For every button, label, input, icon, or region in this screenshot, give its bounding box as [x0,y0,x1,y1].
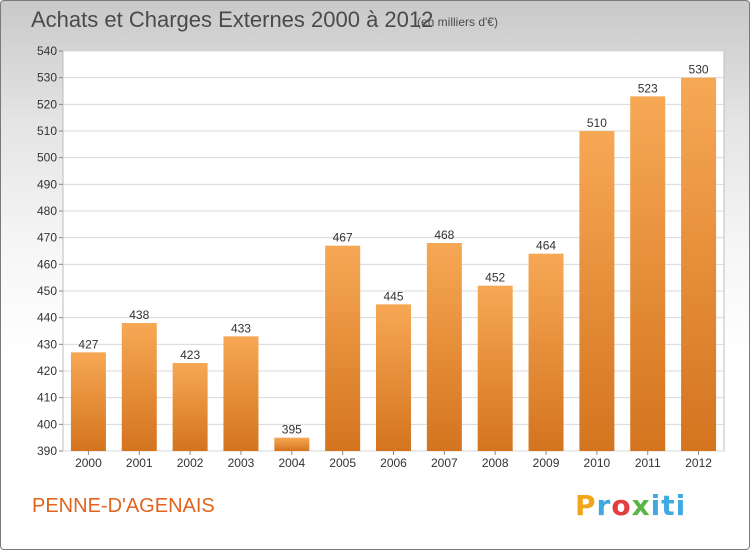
data-label: 433 [231,321,251,335]
x-tick-label: 2003 [228,456,255,470]
y-tick-label: 480 [37,204,57,218]
bar [630,96,666,451]
bar [528,253,564,451]
x-tick-label: 2007 [431,456,458,470]
data-label: 530 [689,63,709,77]
bar [376,304,411,451]
data-label: 452 [485,271,505,285]
y-tick-label: 400 [37,417,57,431]
bar [172,363,208,451]
bar [223,336,259,451]
data-label: 468 [434,228,454,242]
data-label: 395 [282,423,302,437]
bar [121,323,157,451]
commune-name: PENNE-D'AGENAIS [32,495,215,517]
data-label: 423 [180,348,200,362]
bar [274,437,310,451]
x-tick-label: 2010 [584,456,611,470]
data-label: 467 [333,231,353,245]
y-tick-label: 440 [37,311,57,325]
y-tick-label: 460 [37,257,57,271]
x-tick-label: 2009 [533,456,560,470]
bar [579,131,615,451]
y-tick-label: 430 [37,337,57,351]
y-tick-label: 530 [37,71,57,85]
bar [70,352,106,451]
x-tick-label: 2012 [685,456,712,470]
y-tick-label: 500 [37,151,57,165]
chart-subtitle: (en milliers d'€) [417,15,498,29]
x-tick-label: 2005 [329,456,356,470]
bar [681,77,717,452]
data-label: 445 [383,289,403,303]
x-tick-label: 2001 [126,456,153,470]
data-label: 510 [587,116,607,130]
x-tick-label: 2006 [380,456,407,470]
chart-title: Achats et Charges Externes 2000 à 2012 [31,7,434,32]
x-tick-label: 2004 [278,456,305,470]
y-tick-label: 390 [37,444,57,458]
y-tick-label: 420 [37,364,57,378]
x-tick-label: 2011 [635,456,661,470]
proxiti-logo: Proxiti [575,489,687,522]
y-tick-label: 540 [37,44,57,58]
data-label: 427 [78,337,98,351]
bar [477,285,513,451]
y-tick-label: 450 [37,284,57,298]
data-label: 464 [536,239,556,253]
bar [325,245,361,451]
y-tick-label: 470 [37,231,57,245]
x-tick-label: 2008 [482,456,509,470]
x-tick-label: 2000 [75,456,102,470]
bar [426,243,462,451]
x-tick-label: 2002 [177,456,204,470]
y-tick-label: 510 [37,124,57,138]
data-label: 523 [638,81,658,95]
y-tick-label: 490 [37,177,57,191]
data-label: 438 [129,308,149,322]
y-tick-label: 520 [37,97,57,111]
y-tick-label: 410 [37,391,57,405]
